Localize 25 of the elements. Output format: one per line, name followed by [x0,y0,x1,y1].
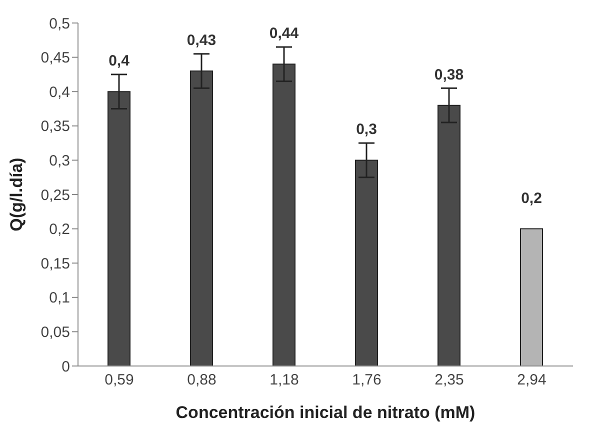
data-label: 0,2 [521,190,542,207]
x-tick-label: 2,35 [434,372,464,389]
y-tick-label: 0,05 [40,324,70,342]
x-tick-label: 0,88 [187,372,216,389]
x-tick-label: 1,18 [270,372,299,389]
y-tick-label: 0,15 [40,255,70,272]
y-tick-label: 0,1 [49,290,70,307]
x-tick-label: 0,59 [104,372,134,389]
y-tick-label: 0,25 [40,186,70,204]
y-tick-label: 0 [62,358,70,376]
x-axis-title: Concentración inicial de nitrato (mM) [176,403,476,422]
data-label: 0,4 [108,52,130,70]
data-label: 0,44 [269,25,300,42]
x-tick-label: 2,94 [517,372,546,389]
y-tick-label: 0,3 [49,152,70,170]
x-tick-label: 1,76 [352,372,382,389]
y-tick-label: 0,45 [40,50,70,67]
data-label: 0,38 [434,66,464,84]
y-tick-label: 0,5 [49,15,70,32]
y-tick-label: 0,4 [49,84,70,101]
y-tick-label: 0,35 [40,118,70,136]
y-axis-title: Q(g/l.día) [7,158,26,232]
data-label: 0,3 [356,121,377,138]
y-tick-label: 0,2 [49,221,70,238]
data-label: 0,43 [186,32,216,50]
